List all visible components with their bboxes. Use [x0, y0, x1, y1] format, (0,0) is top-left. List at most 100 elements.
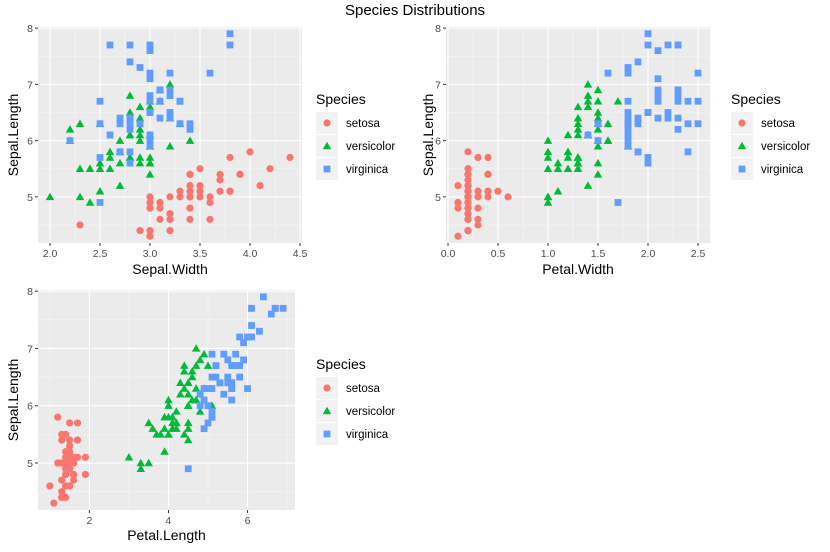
data-point-setosa — [186, 193, 194, 201]
data-point-setosa — [156, 204, 164, 212]
data-point-setosa — [256, 182, 264, 190]
data-point-setosa — [196, 165, 204, 173]
data-point-virginica — [186, 125, 194, 133]
data-point-virginica — [212, 373, 220, 381]
data-point-setosa — [484, 153, 492, 162]
data-point-setosa — [464, 148, 472, 156]
data-point-virginica — [624, 120, 632, 128]
data-point-virginica — [684, 97, 692, 105]
data-point-virginica — [200, 385, 208, 392]
data-point-setosa — [236, 170, 244, 178]
data-point-virginica — [634, 114, 642, 122]
y-tick-label: 8 — [27, 286, 33, 298]
data-point-setosa — [146, 204, 154, 212]
data-point-virginica — [674, 114, 682, 122]
data-point-setosa — [464, 176, 472, 184]
data-point-versicolor — [563, 153, 573, 161]
data-point-setosa — [58, 430, 66, 438]
data-point-versicolor — [583, 96, 593, 105]
data-point-setosa — [146, 193, 154, 201]
data-point-versicolor — [164, 401, 173, 409]
data-point-setosa — [464, 215, 472, 223]
data-point-setosa — [454, 232, 462, 240]
legend-label-versicolor: versicolor — [761, 141, 810, 153]
data-point-virginica — [644, 109, 652, 116]
legend-title: Species — [316, 91, 366, 107]
data-point-versicolor — [75, 119, 85, 127]
data-point-setosa — [69, 470, 78, 479]
data-point-versicolor — [183, 401, 193, 409]
x-tick-label: 4.5 — [293, 248, 308, 260]
data-point-versicolor — [553, 186, 563, 195]
data-point-versicolor — [553, 164, 563, 172]
data-point-versicolor — [573, 158, 583, 167]
data-point-virginica — [166, 109, 174, 116]
data-point-versicolor — [543, 153, 553, 161]
data-point-versicolor — [593, 113, 603, 122]
legend-label-virginica: virginica — [346, 429, 389, 441]
x-tick-label: 0.5 — [491, 248, 506, 260]
scatter-panel-1: 2.0 2.5 3.0 3.5 4.0 4.5 5 6 7 8 Sepal.Width Sepal.L… — [5, 23, 307, 277]
data-point-setosa — [166, 227, 174, 235]
data-point-virginica — [634, 58, 642, 66]
data-point-virginica — [624, 125, 632, 133]
data-point-setosa — [156, 198, 164, 207]
data-point-versicolor — [168, 418, 177, 427]
data-point-versicolor — [183, 418, 193, 427]
data-point-setosa — [464, 210, 472, 218]
data-point-setosa — [58, 488, 66, 496]
data-point-virginica — [248, 304, 255, 312]
data-point-virginica — [136, 64, 144, 71]
data-point-versicolor — [195, 407, 205, 415]
data-point-virginica — [614, 199, 622, 206]
data-point-virginica — [228, 396, 236, 404]
legend-label-setosa: setosa — [346, 383, 380, 395]
data-point-setosa — [66, 419, 74, 427]
legend-1: Species setosa versicolor virginica — [316, 91, 395, 180]
data-point-versicolor — [573, 125, 583, 133]
series-virginica — [66, 30, 234, 206]
data-point-virginica — [212, 362, 220, 370]
data-point-setosa — [464, 227, 472, 235]
data-point-versicolor — [115, 181, 125, 189]
data-point-versicolor — [573, 153, 583, 161]
data-point-virginica — [634, 120, 642, 128]
data-point-virginica — [684, 148, 692, 156]
data-point-setosa — [286, 153, 294, 162]
data-point-versicolor — [145, 153, 155, 161]
data-point-virginica — [664, 109, 672, 116]
data-point-virginica — [594, 120, 602, 128]
data-point-virginica — [156, 114, 164, 122]
data-point-versicolor — [195, 355, 205, 364]
data-point-virginica — [654, 114, 662, 122]
data-point-virginica — [644, 41, 652, 49]
data-point-setosa — [464, 193, 472, 201]
data-point-versicolor — [187, 367, 197, 375]
data-point-versicolor — [95, 164, 105, 172]
data-point-versicolor — [180, 384, 189, 392]
legend-title: Species — [316, 356, 366, 372]
data-point-versicolor — [176, 390, 185, 398]
x-tick-label: 4 — [166, 515, 172, 527]
x-tick-label: 1.0 — [541, 248, 556, 260]
data-point-virginica — [624, 69, 632, 77]
data-point-setosa — [484, 187, 492, 195]
data-point-virginica — [259, 293, 267, 301]
data-point-versicolor — [603, 136, 613, 144]
data-point-versicolor — [573, 119, 583, 127]
y-tick-label: 5 — [435, 192, 441, 204]
data-point-setosa — [69, 459, 78, 467]
data-point-setosa — [146, 198, 154, 207]
data-point-virginica — [146, 137, 154, 145]
data-point-versicolor — [563, 147, 573, 156]
data-point-versicolor — [573, 113, 583, 122]
data-point-setosa — [474, 153, 482, 162]
data-point-virginica — [146, 69, 154, 77]
data-point-virginica — [584, 131, 592, 139]
data-point-setosa — [186, 170, 194, 178]
series-setosa — [76, 148, 294, 240]
data-point-versicolor — [164, 395, 173, 404]
data-point-virginica — [674, 86, 682, 94]
data-point-versicolor — [593, 158, 603, 167]
data-point-versicolor — [543, 136, 553, 144]
